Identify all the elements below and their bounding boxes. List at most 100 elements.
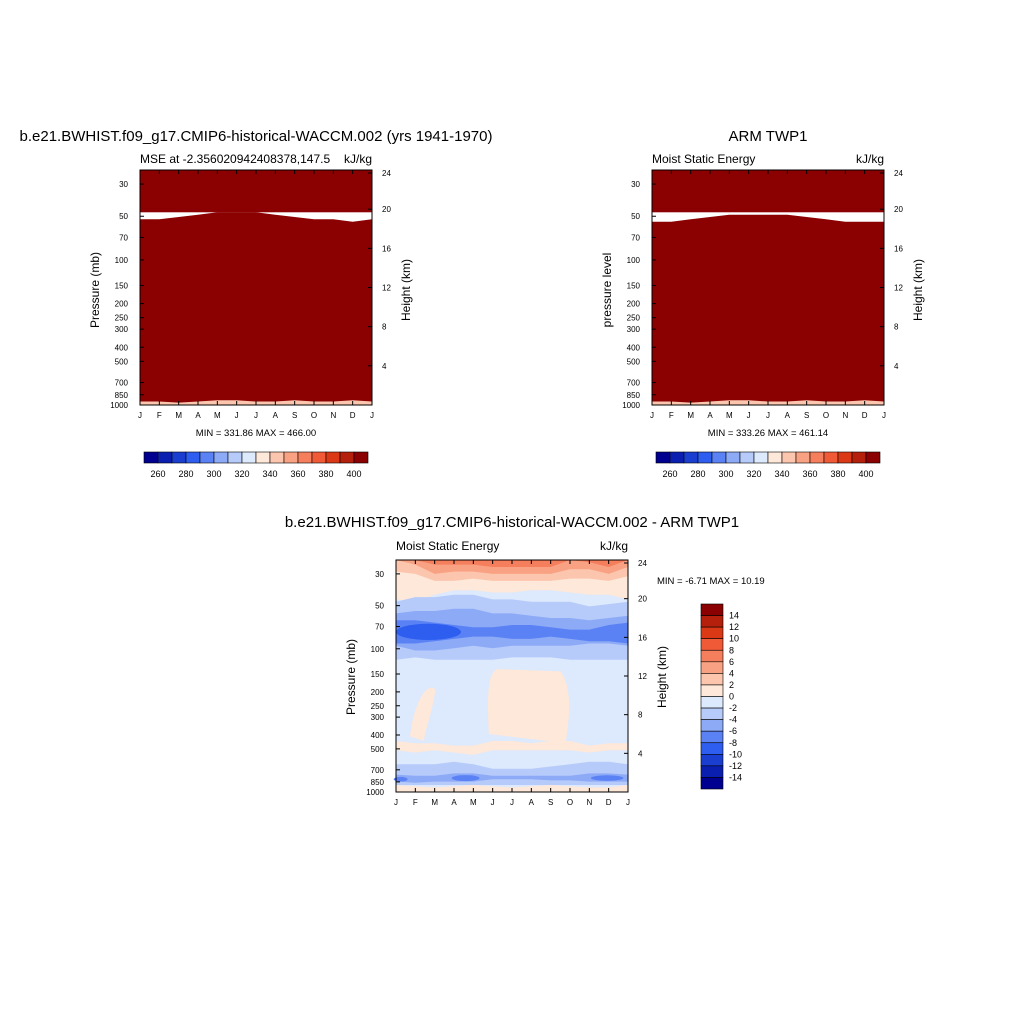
diff-minmax: MIN = -6.71 MAX = 10.19	[657, 576, 765, 587]
model-ylabel: Pressure (mb)	[88, 252, 102, 328]
model-ytick-right-label: 12	[382, 284, 391, 293]
diff-ytick-right-label: 4	[638, 749, 643, 758]
diff-colorbar-label: 8	[729, 645, 734, 655]
diff-colorbar-label: 6	[729, 657, 734, 667]
obs-colorbar-swatch	[823, 451, 839, 464]
model-ytick-label: 1000	[110, 401, 128, 410]
obs-colorbar-swatch	[795, 451, 811, 464]
model-colorbar-swatch	[157, 451, 173, 464]
obs-colorbar-swatch	[851, 451, 867, 464]
obs-colorbar-label: 260	[662, 469, 677, 479]
obs-ytick-label: 850	[627, 391, 641, 400]
obs-colorbar-label: 320	[746, 469, 761, 479]
diff-ytick-label: 1000	[366, 788, 384, 797]
diff-band-blob	[451, 775, 480, 782]
obs-band	[652, 214, 884, 405]
obs-xtick-label: O	[823, 411, 829, 420]
obs-ylabel-right: Height (km)	[911, 259, 925, 321]
obs-colorbar-label: 380	[830, 469, 845, 479]
obs-xtick-label: D	[862, 411, 868, 420]
model-colorbar-swatch	[199, 451, 215, 464]
model-colorbar-swatch	[297, 451, 313, 464]
diff-colorbar-swatch	[700, 730, 724, 744]
obs-colorbar-label: 400	[858, 469, 873, 479]
diff-band-blob	[590, 775, 624, 781]
diff-colorbar-swatch	[700, 742, 724, 755]
diff-ytick-label: 50	[375, 602, 384, 611]
model-colorbar-swatch	[325, 451, 341, 464]
obs-ytick-label: 50	[631, 212, 640, 221]
diff-colorbar-label: -2	[729, 703, 737, 713]
obs-band-top	[652, 170, 884, 213]
model-ytick-label: 200	[115, 300, 129, 309]
model-xtick-label: M	[175, 411, 182, 420]
model-colorbar-swatch	[269, 451, 285, 464]
diff-ytick-label: 200	[371, 688, 385, 697]
model-colorbar-swatch	[213, 451, 229, 464]
diff-ylabel: Pressure (mb)	[344, 639, 358, 715]
model-title: b.e21.BWHIST.f09_g17.CMIP6-historical-WA…	[20, 128, 493, 145]
diff-colorbar-swatch	[700, 777, 724, 790]
obs-colorbar-swatch	[837, 451, 853, 464]
model-xtick-label: N	[330, 411, 336, 420]
obs-colorbar-swatch	[725, 451, 741, 464]
model-colorbar-label: 360	[290, 469, 305, 479]
diff-colorbar-label: 4	[729, 668, 734, 678]
obs-colorbar-label: 340	[774, 469, 789, 479]
diff-colorbar-swatch	[700, 765, 724, 778]
diff-xtick-label: N	[586, 798, 592, 807]
diff-ytick-label: 70	[375, 623, 384, 632]
obs-colorbar-swatch	[809, 451, 825, 464]
obs-minmax: MIN = 333.26 MAX = 461.14	[708, 428, 828, 439]
obs-title: ARM TWP1	[729, 128, 808, 145]
model-ytick-label: 850	[115, 391, 129, 400]
obs-ytick-label: 100	[627, 256, 641, 265]
diff-colorbar-label: 2	[729, 680, 734, 690]
obs-ytick-right-label: 24	[894, 169, 903, 178]
model-colorbar-label: 320	[234, 469, 249, 479]
model-colorbar-swatch	[353, 451, 369, 464]
diff-colorbar-swatch	[700, 615, 724, 628]
diff-colorbar-swatch	[700, 719, 724, 732]
model-colorbar-swatch	[339, 451, 355, 464]
diff-ylabel-right: Height (km)	[655, 646, 669, 708]
obs-left-label: Moist Static Energy	[652, 152, 755, 166]
diff-xtick-label: S	[548, 798, 553, 807]
diff-colorbar-label: -12	[729, 761, 742, 771]
obs-xtick-label: A	[785, 411, 791, 420]
obs-ytick-label: 700	[627, 379, 641, 388]
diff-colorbar-label: -4	[729, 715, 737, 725]
diff-ytick-label: 100	[371, 645, 385, 654]
model-colorbar-swatch	[171, 451, 187, 464]
obs-xtick-label: J	[650, 411, 654, 420]
obs-ytick-right-label: 4	[894, 362, 899, 371]
diff-xtick-label: F	[413, 798, 418, 807]
diff-colorbar-label: 14	[729, 611, 739, 621]
model-ytick-label: 100	[115, 256, 129, 265]
obs-ytick-label: 200	[627, 300, 641, 309]
obs-ytick-label: 300	[627, 325, 641, 334]
model-xtick-label: J	[138, 411, 142, 420]
model-colorbar-label: 340	[262, 469, 277, 479]
model-ytick-right-label: 16	[382, 244, 391, 253]
obs-ytick-label: 400	[627, 343, 641, 352]
model-band	[140, 212, 372, 405]
model-right-label: kJ/kg	[344, 152, 372, 166]
model-ylabel-right: Height (km)	[399, 259, 413, 321]
model-minmax: MIN = 331.86 MAX = 466.00	[196, 428, 316, 439]
diff-xtick-label: A	[529, 798, 535, 807]
diff-colorbar-swatch	[700, 603, 724, 616]
diff-colorbar-swatch	[700, 638, 724, 651]
diff-colorbar-label: 12	[729, 622, 739, 632]
obs-ytick-label: 250	[627, 314, 641, 323]
obs-xtick-label: J	[882, 411, 886, 420]
diff-ytick-label: 400	[371, 731, 385, 740]
model-ytick-label: 400	[115, 343, 129, 352]
model-ytick-label: 250	[115, 314, 129, 323]
model-xtick-label: O	[311, 411, 317, 420]
obs-ytick-right-label: 12	[894, 284, 903, 293]
obs-ytick-right-label: 16	[894, 244, 903, 253]
diff-ytick-right-label: 20	[638, 595, 647, 604]
model-colorbar-label: 300	[206, 469, 221, 479]
